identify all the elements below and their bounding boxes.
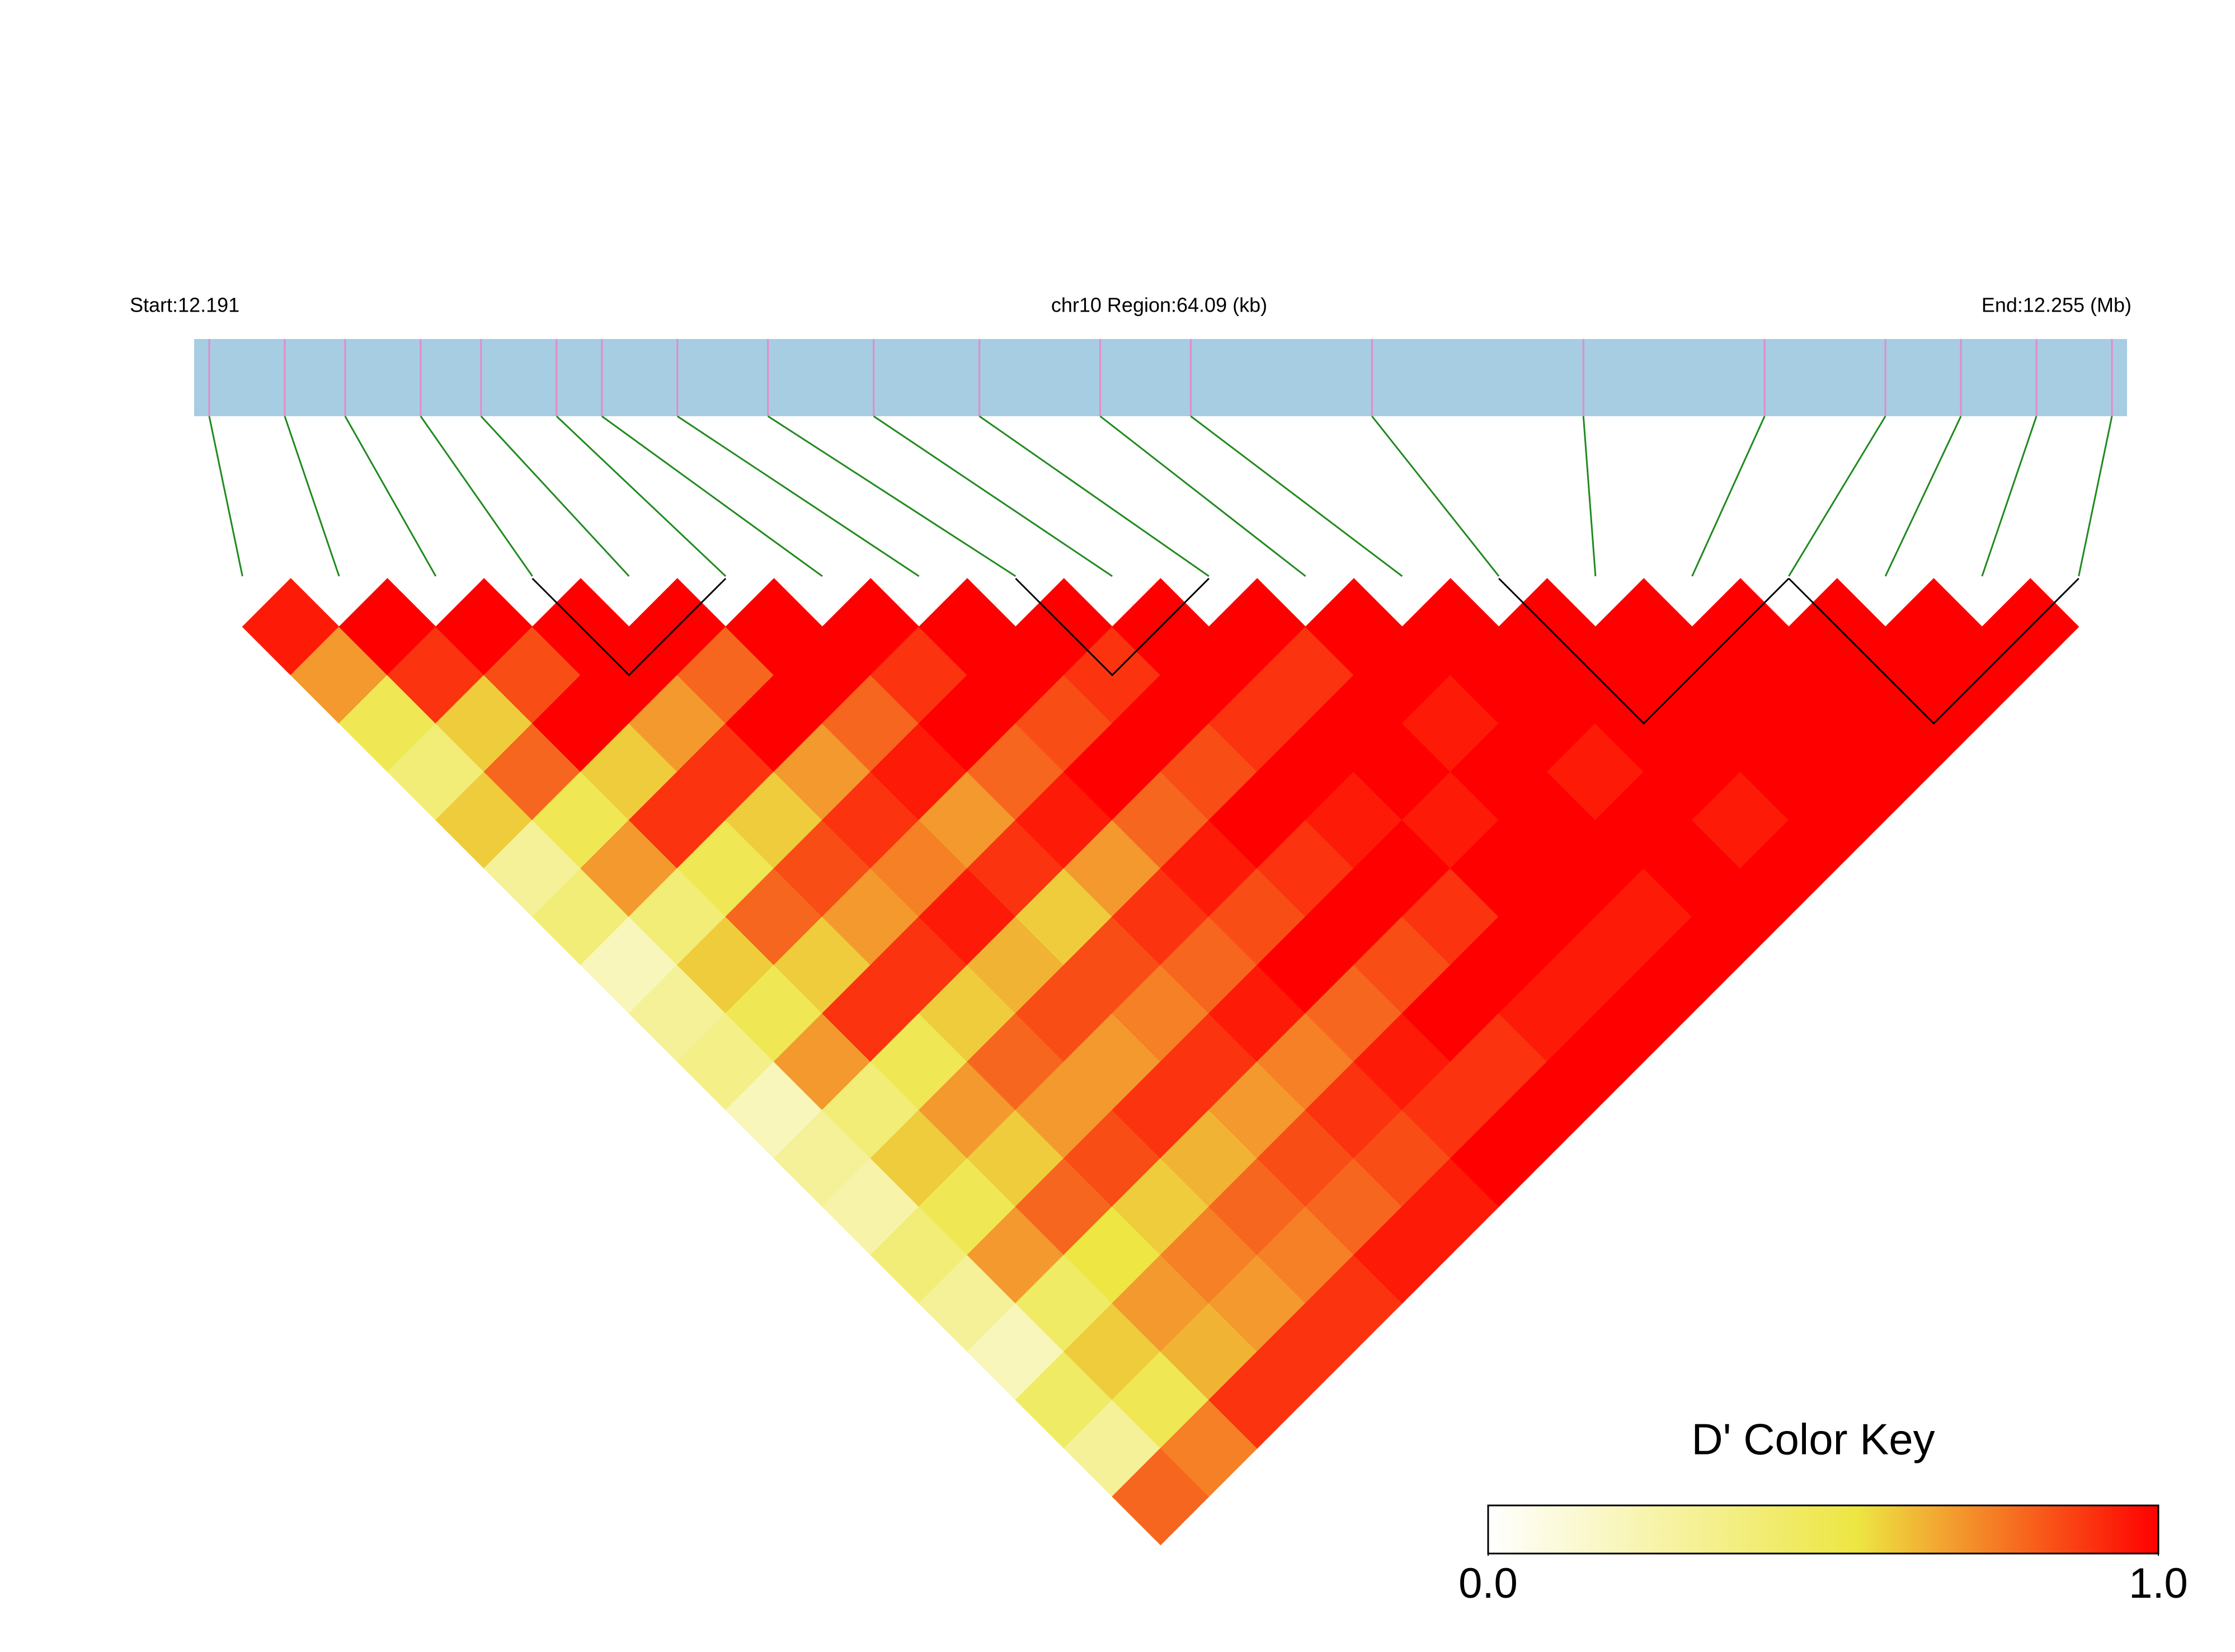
- color-key-title: D' Color Key: [1691, 1415, 1935, 1464]
- snp-link: [480, 415, 630, 577]
- snp-bar: [194, 339, 2127, 416]
- color-key-label: 1.0: [2129, 1560, 2188, 1607]
- snp-link: [2078, 416, 2113, 577]
- snp-link: [1371, 416, 1500, 577]
- snp-link: [208, 416, 243, 577]
- snp-link: [420, 416, 533, 577]
- start-label: Start:12.191: [130, 294, 239, 317]
- snp-link: [1190, 415, 1403, 577]
- color-key-bar: [1487, 1504, 2159, 1555]
- snp-link: [601, 415, 823, 577]
- snp-link: [873, 415, 1113, 577]
- snp-link: [767, 415, 1017, 577]
- snp-link: [676, 415, 920, 577]
- color-key-label: 0.0: [1458, 1560, 1518, 1607]
- region-title: chr10 Region:64.09 (kb): [1051, 294, 1267, 317]
- snp-link: [1981, 416, 2038, 577]
- ld-block: [531, 577, 727, 676]
- ld-block: [1498, 577, 1790, 725]
- snp-link: [1884, 416, 1962, 577]
- snp-link: [556, 415, 727, 577]
- snp-link: [1788, 416, 1886, 577]
- ld-block: [1788, 577, 2079, 725]
- end-label: End:12.255 (Mb): [1982, 294, 2132, 317]
- snp-link: [978, 415, 1210, 577]
- ld-block: [1015, 577, 1210, 676]
- snp-link: [1691, 416, 1766, 577]
- snp-link: [284, 416, 340, 577]
- snp-link: [1582, 416, 1597, 577]
- snp-link: [1099, 415, 1306, 577]
- snp-link: [344, 416, 437, 577]
